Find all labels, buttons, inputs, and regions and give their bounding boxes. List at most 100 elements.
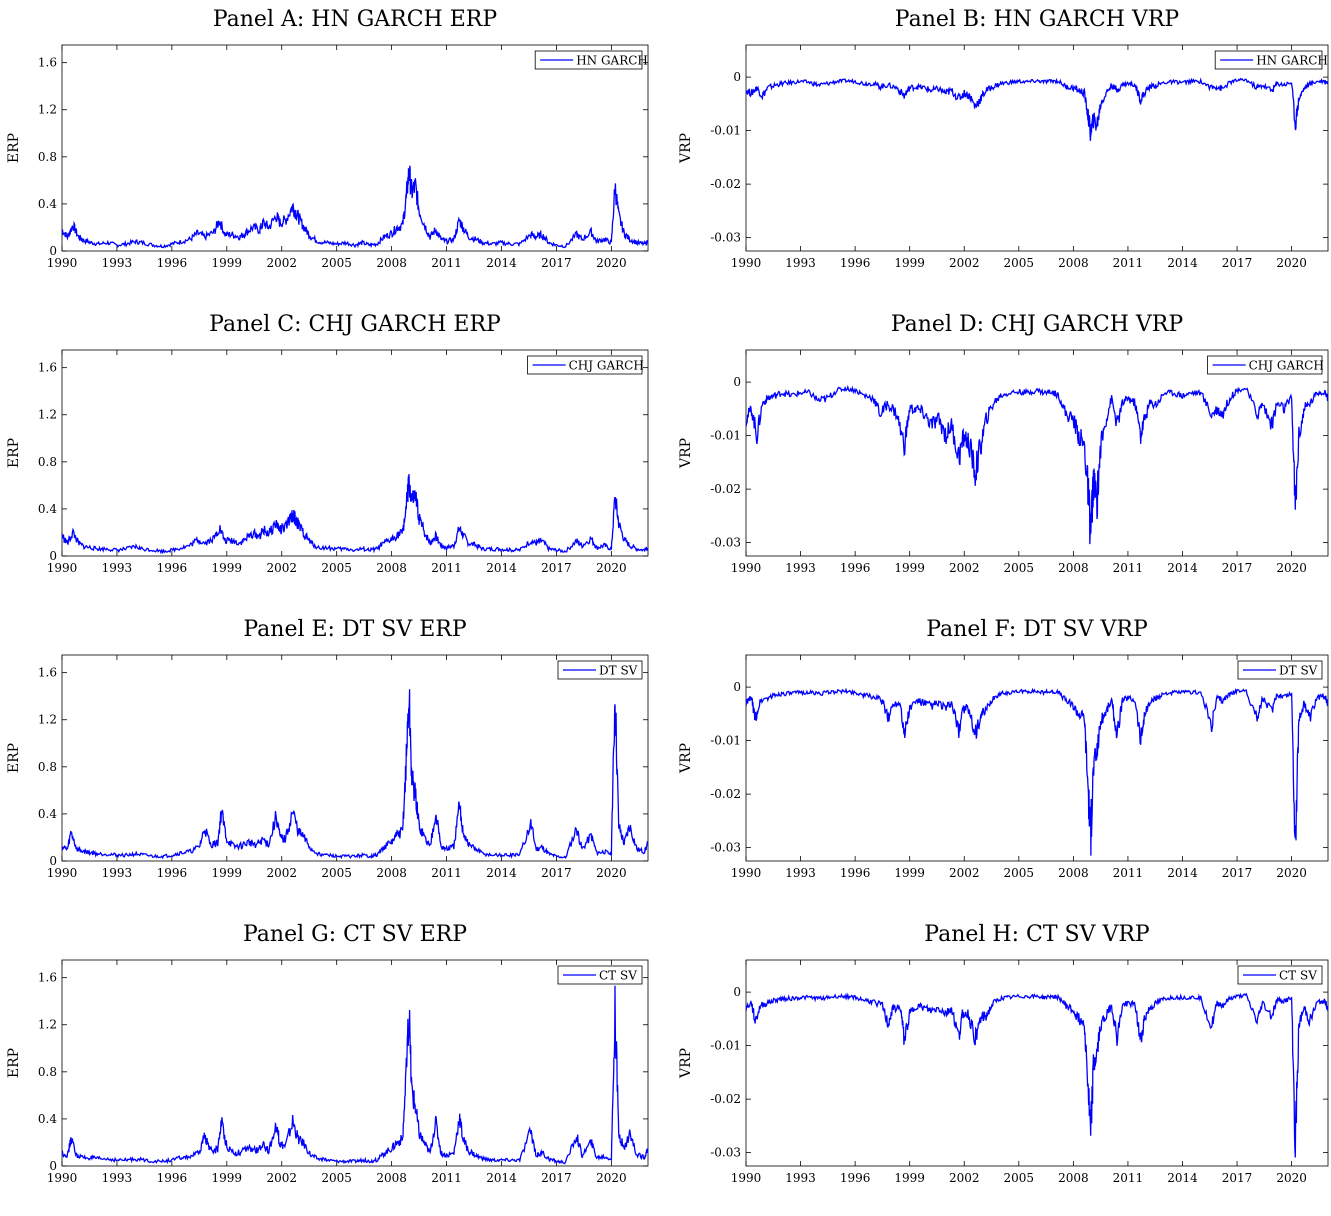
chart-panel-f: Panel F: DT SV VRP VRP 1990 1993 1996 1999 200… [666,610,1331,907]
x-tick-label: 1990 [731,866,762,880]
x-tick-label: 2020 [596,256,627,270]
x-tick-label: 1990 [47,1171,78,1185]
x-tick-label: 2005 [321,256,352,270]
x-tick-label: 1990 [731,561,762,575]
x-tick-label: 1993 [102,561,133,575]
chart-title: Panel C: CHJ GARCH ERP [209,312,501,337]
x-tick-label: 2011 [431,256,462,270]
x-tick-label: 1990 [47,256,78,270]
x-tick-label: 2020 [1276,866,1307,880]
x-tick-label: 1996 [840,866,871,880]
x-tick-label: 1999 [212,866,243,880]
y-tick-label: -0.03 [710,536,741,550]
x-tick-label: 2011 [1113,866,1144,880]
chart-panel-e: Panel E: DT SV ERP ERP 1990 1993 1996 1999 200… [0,610,665,907]
series-line [62,165,648,249]
x-tick-label: 2017 [1222,1171,1253,1185]
chart-svg: Panel B: HN GARCH VRP VRP 1990 1993 1996 1999… [678,7,1329,270]
x-tick-label: 1999 [894,866,925,880]
chart-svg: Panel G: CT SV ERP ERP 1990 1993 1996 1999 200… [6,922,649,1185]
x-tick-label: 1993 [785,866,816,880]
x-tick-label: 2017 [541,256,572,270]
y-tick-label: 1.2 [38,103,57,117]
x-tick-label: 2020 [1276,561,1307,575]
x-tick-label: 2020 [1276,1171,1307,1185]
x-tick-label: 2017 [1222,866,1253,880]
y-tick-label: -0.01 [710,1039,741,1053]
y-axis-label: ERP [6,438,22,468]
legend-label: HN GARCH [1256,54,1328,68]
y-tick-label: 1.2 [38,713,57,727]
y-tick-label: 0.4 [38,807,57,821]
x-tick-label: 1993 [102,866,133,880]
legend-box [1237,660,1323,680]
y-tick-label: 0.8 [38,455,57,469]
legend-label: CT SV [1279,969,1317,983]
x-tick-label: 2002 [949,866,980,880]
legend-box [1237,965,1323,985]
x-tick-label: 2020 [596,561,627,575]
y-tick-label: 1.6 [38,971,57,985]
y-tick-label: 0 [733,70,741,84]
x-tick-label: 1990 [47,561,78,575]
x-tick-label: 2008 [1058,866,1089,880]
y-tick-label: 1.6 [38,361,57,375]
x-tick-label: 2008 [1058,1171,1089,1185]
x-tick-label: 2011 [1113,1171,1144,1185]
y-tick-label: 0.8 [38,1065,57,1079]
y-axis-label: VRP [678,133,694,164]
legend-label: DT SV [1279,664,1318,678]
x-tick-label: 2017 [541,866,572,880]
x-tick-label: 2020 [596,866,627,880]
x-tick-label: 2020 [596,1171,627,1185]
x-tick-label: 2011 [1113,561,1144,575]
x-tick-label: 2011 [1113,256,1144,270]
x-tick-label: 2005 [1004,1171,1035,1185]
x-tick-label: 1996 [157,1171,188,1185]
y-axis-label: ERP [6,133,22,163]
x-tick-label: 2014 [1167,1171,1198,1185]
chart-panel-b: Panel B: HN GARCH VRP VRP 1990 1993 1996 1999… [666,0,1331,297]
legend-box [534,50,643,70]
x-tick-label: 2011 [431,561,462,575]
x-tick-label: 2011 [431,1171,462,1185]
x-tick-label: 2005 [321,866,352,880]
y-axis-label: VRP [678,438,694,469]
legend-box [1214,50,1323,70]
chart-title: Panel E: DT SV ERP [243,617,466,642]
x-tick-label: 2008 [376,561,407,575]
x-tick-label: 2014 [486,866,517,880]
x-tick-label: 2014 [1167,561,1198,575]
x-tick-label: 1999 [894,1171,925,1185]
y-tick-label: 0 [733,375,741,389]
x-tick-label: 1999 [212,1171,243,1185]
chart-panel-c: Panel C: CHJ GARCH ERP ERP 1990 1993 1996 199… [0,305,665,602]
y-axis-label: ERP [6,743,22,773]
y-tick-label: 0 [49,1159,57,1173]
x-tick-label: 2002 [949,256,980,270]
x-tick-label: 2017 [541,561,572,575]
x-tick-label: 2005 [1004,866,1035,880]
x-tick-label: 1993 [785,561,816,575]
chart-svg: Panel E: DT SV ERP ERP 1990 1993 1996 1999 200… [6,617,649,880]
y-tick-label: 0.8 [38,150,57,164]
y-tick-label: 0 [49,549,57,563]
y-tick-label: -0.02 [710,787,741,801]
x-tick-label: 2017 [541,1171,572,1185]
y-tick-label: 0.8 [38,760,57,774]
chart-title: Panel F: DT SV VRP [926,617,1148,642]
y-axis-label: VRP [678,1048,694,1079]
legend-box [557,965,643,985]
plot-frame [745,44,1329,252]
y-axis-label: ERP [6,1048,22,1078]
y-tick-label: -0.01 [710,429,741,443]
y-tick-label: 1.6 [38,666,57,680]
y-tick-label: 1.2 [38,408,57,422]
x-tick-label: 1993 [102,1171,133,1185]
plot-frame [61,44,649,252]
x-tick-label: 2014 [486,1171,517,1185]
y-tick-label: 0.4 [38,1112,57,1126]
x-tick-label: 1993 [785,256,816,270]
x-tick-label: 2002 [266,256,297,270]
y-tick-label: -0.03 [710,1146,741,1160]
